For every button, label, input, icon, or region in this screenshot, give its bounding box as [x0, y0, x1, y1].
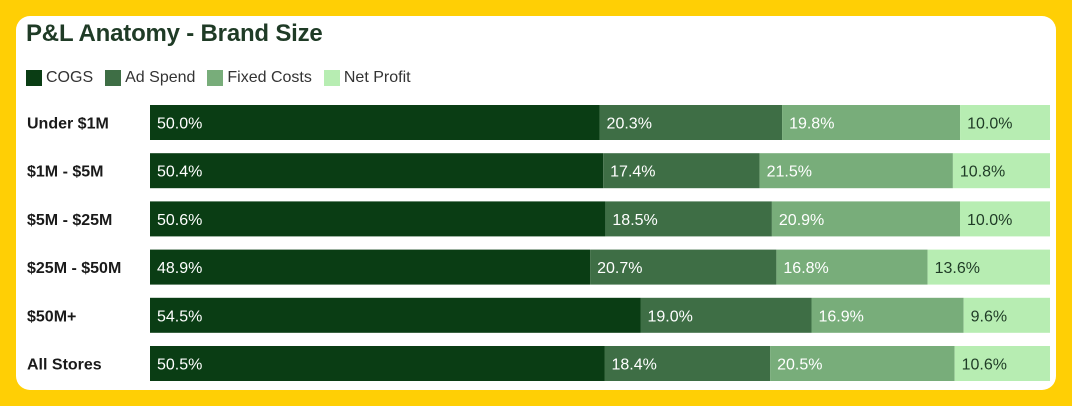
data-label-ad-spend-1m-5m: 17.4%: [610, 164, 655, 181]
data-label-cogs-5m-25m: 50.6%: [157, 212, 202, 229]
legend-item-net-profit: Net Profit: [323, 69, 411, 87]
bar-net-profit-25m-50m: [927, 249, 1050, 285]
category-label-5m-25m: $5M - $25M: [27, 212, 112, 229]
data-label-fixed-costs-under-1m: 19.8%: [789, 116, 834, 133]
legend-label-cogs: COGS: [46, 69, 94, 86]
bar-cogs-1m-5m: [150, 153, 604, 189]
data-label-ad-spend-50m: 19.0%: [648, 308, 693, 325]
bar-cogs-25m-50m: [150, 249, 591, 285]
data-label-cogs-all-stores: 50.5%: [157, 357, 202, 374]
bar-fixed-costs-1m-5m: [759, 153, 953, 189]
bar-fixed-costs-under-1m: [782, 105, 961, 140]
bar-ad-spend-1m-5m: [603, 153, 760, 189]
data-label-ad-spend-5m-25m: 18.5%: [612, 212, 657, 229]
bar-net-profit-50m: [963, 297, 1050, 333]
bar-net-profit-under-1m: [960, 105, 1050, 140]
legend-swatch-ad-spend: [105, 70, 122, 86]
bar-ad-spend-5m-25m: [605, 201, 772, 237]
bar-fixed-costs-5m-25m: [771, 201, 960, 237]
chart-card: P&L Anatomy - Brand Size COGS Ad Spend F…: [16, 16, 1056, 390]
category-label-1m-5m: $1M - $5M: [27, 164, 103, 181]
category-label-under-1m: Under $1M: [27, 116, 109, 133]
data-label-net-profit-under-1m: 10.0%: [967, 116, 1012, 133]
data-label-fixed-costs-all-stores: 20.5%: [777, 357, 822, 374]
data-label-cogs-1m-5m: 50.4%: [157, 164, 202, 181]
data-label-fixed-costs-25m-50m: 16.8%: [783, 260, 828, 277]
data-label-cogs-under-1m: 50.0%: [157, 116, 202, 133]
legend-label-ad-spend: Ad Spend: [125, 69, 196, 86]
bar-net-profit-all-stores: [954, 346, 1050, 381]
legend-item-fixed-costs: Fixed Costs: [207, 69, 312, 87]
bar-fixed-costs-all-stores: [770, 346, 955, 381]
data-label-ad-spend-25m-50m: 20.7%: [597, 260, 642, 277]
legend-label-fixed-costs: Fixed Costs: [227, 69, 312, 86]
data-label-fixed-costs-1m-5m: 21.5%: [767, 164, 812, 181]
bar-fixed-costs-25m-50m: [776, 249, 928, 285]
category-label-50m: $50M+: [27, 308, 76, 325]
data-label-net-profit-50m: 9.6%: [971, 308, 1007, 325]
bar-ad-spend-under-1m: [599, 105, 783, 140]
data-label-net-profit-all-stores: 10.6%: [962, 357, 1007, 374]
bar-cogs-under-1m: [150, 105, 600, 140]
legend: COGS Ad Spend Fixed Costs Net Profit: [26, 68, 423, 88]
bar-fixed-costs-50m: [811, 297, 964, 333]
bar-cogs-5m-25m: [150, 201, 606, 237]
data-label-cogs-25m-50m: 48.9%: [157, 260, 202, 277]
legend-item-ad-spend: Ad Spend: [105, 69, 195, 87]
data-label-ad-spend-under-1m: 20.3%: [607, 116, 652, 133]
legend-swatch-net-profit: [323, 70, 340, 86]
data-label-fixed-costs-50m: 16.9%: [819, 308, 864, 325]
data-label-net-profit-1m-5m: 10.8%: [960, 164, 1005, 181]
bar-ad-spend-50m: [640, 297, 812, 333]
bar-ad-spend-25m-50m: [590, 249, 777, 285]
chart-title: P&L Anatomy - Brand Size: [26, 20, 323, 47]
legend-swatch-fixed-costs: [207, 70, 224, 86]
category-label-all-stores: All Stores: [27, 357, 102, 374]
legend-swatch-cogs: [26, 70, 42, 86]
bar-net-profit-5m-25m: [960, 201, 1050, 237]
bar-ad-spend-all-stores: [604, 346, 771, 381]
legend-label-net-profit: Net Profit: [343, 69, 411, 86]
data-label-cogs-50m: 54.5%: [157, 308, 202, 325]
bar-cogs-50m: [150, 297, 641, 333]
data-label-fixed-costs-5m-25m: 20.9%: [779, 212, 824, 229]
stacked-bar-chart: Under $1M 50.0% 20.3% 19.8% 10.0% $1M - $5M 50…: [27, 105, 1050, 381]
data-label-net-profit-5m-25m: 10.0%: [967, 212, 1012, 229]
data-label-net-profit-25m-50m: 13.6%: [935, 260, 980, 277]
bar-cogs-all-stores: [150, 346, 605, 381]
category-label-25m-50m: $25M - $50M: [27, 260, 121, 277]
legend-item-cogs: COGS: [26, 69, 93, 87]
data-label-ad-spend-all-stores: 18.4%: [612, 357, 657, 374]
bar-net-profit-1m-5m: [952, 153, 1050, 189]
